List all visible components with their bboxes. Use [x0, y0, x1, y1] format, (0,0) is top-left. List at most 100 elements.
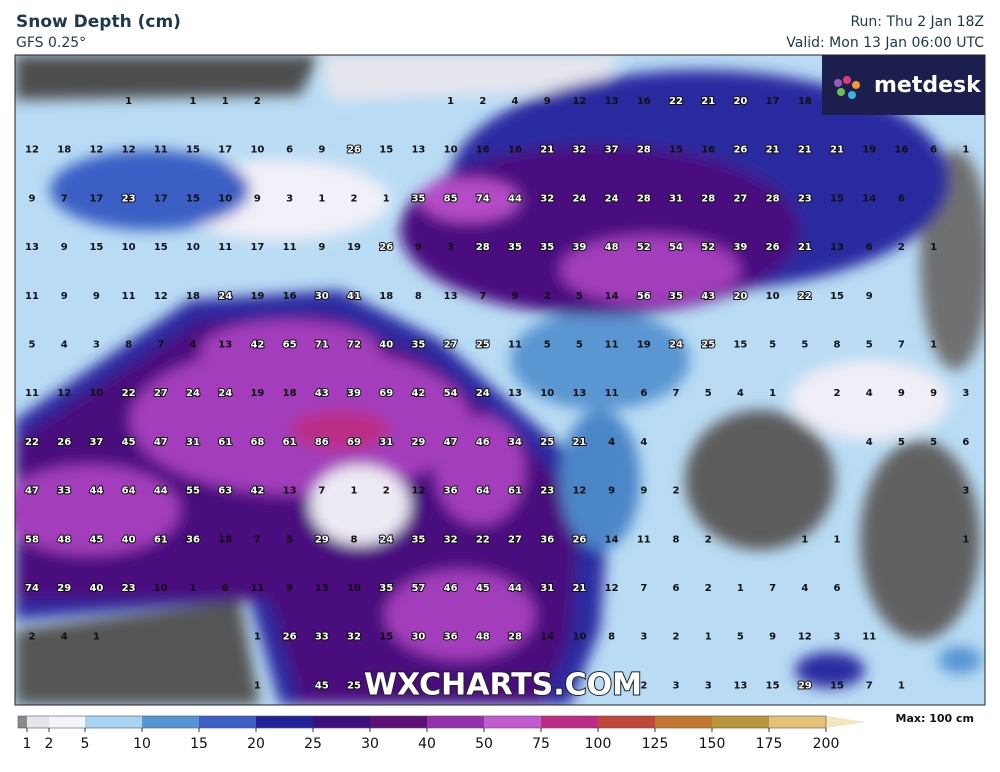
- grid-value: 55: [186, 486, 200, 497]
- grid-value: 13: [444, 291, 458, 302]
- grid-value: 2: [834, 388, 841, 399]
- grid-value: 4: [190, 340, 197, 351]
- grid-value: 9: [61, 291, 68, 302]
- grid-value: 12: [122, 145, 136, 156]
- grid-value: 7: [157, 340, 164, 351]
- grid-value: 2: [383, 486, 390, 497]
- legend-swatch: [655, 716, 712, 728]
- grid-value: 9: [93, 291, 100, 302]
- grid-value: 11: [154, 145, 168, 156]
- grid-value: 1: [962, 145, 969, 156]
- grid-value: 68: [250, 437, 264, 448]
- grid-value: 19: [250, 388, 264, 399]
- grid-value: 35: [411, 340, 425, 351]
- grid-value: 3: [447, 242, 454, 253]
- grid-value: 10: [766, 291, 780, 302]
- run-time: Run: Thu 2 Jan 18Z: [850, 14, 984, 30]
- grid-value: 61: [508, 486, 522, 497]
- grid-value: 1: [190, 583, 197, 594]
- grid-value: 11: [122, 291, 136, 302]
- grid-value: 26: [572, 534, 586, 545]
- legend-swatch: [712, 716, 769, 728]
- grid-value: 71: [315, 340, 329, 351]
- legend-tick-label: 5: [81, 736, 90, 752]
- grid-value: 35: [411, 193, 425, 204]
- grid-value: 48: [476, 632, 490, 643]
- grid-value: 36: [186, 534, 200, 545]
- grid-value: 1: [769, 388, 776, 399]
- grid-value: 7: [479, 291, 486, 302]
- grid-value: 18: [798, 96, 812, 107]
- grid-value: 46: [476, 437, 490, 448]
- grid-value: 7: [866, 680, 873, 691]
- grid-value: 9: [544, 96, 551, 107]
- legend-tick-label: 1: [23, 736, 32, 752]
- grid-value: 6: [866, 242, 873, 253]
- valid-time: Valid: Mon 13 Jan 06:00 UTC: [786, 35, 984, 51]
- grid-value: 5: [576, 291, 583, 302]
- grid-value: 10: [444, 145, 458, 156]
- grid-value: 42: [250, 340, 264, 351]
- grid-value: 26: [379, 242, 393, 253]
- grid-value: 54: [669, 242, 683, 253]
- grid-value: 4: [608, 437, 615, 448]
- legend-tick-label: 150: [699, 736, 726, 752]
- grid-value: 15: [830, 291, 844, 302]
- grid-value: 25: [701, 340, 715, 351]
- grid-value: 34: [508, 437, 522, 448]
- logo-box: [822, 55, 985, 115]
- grid-value: 39: [347, 388, 361, 399]
- grid-value: 43: [315, 388, 329, 399]
- grid-value: 5: [705, 388, 712, 399]
- grid-value: 31: [186, 437, 200, 448]
- grid-value: 40: [89, 583, 103, 594]
- legend-tick-label: 75: [532, 736, 550, 752]
- logo-petal: [843, 76, 851, 84]
- grid-value: 15: [733, 340, 747, 351]
- grid-value: 9: [29, 193, 36, 204]
- grid-value: 1: [930, 340, 937, 351]
- grid-value: 21: [572, 583, 586, 594]
- grid-value: 1: [962, 534, 969, 545]
- grid-value: 2: [351, 193, 358, 204]
- legend-tick-label: 15: [190, 736, 208, 752]
- grid-value: 52: [701, 242, 715, 253]
- grid-value: 35: [379, 583, 393, 594]
- grid-value: 16: [894, 145, 908, 156]
- grid-value: 58: [25, 534, 39, 545]
- grid-value: 48: [605, 242, 619, 253]
- grid-value: 61: [154, 534, 168, 545]
- grid-value: 32: [572, 145, 586, 156]
- grid-value: 26: [733, 145, 747, 156]
- grid-value: 14: [540, 632, 554, 643]
- grid-value: 30: [411, 632, 425, 643]
- grid-value: 21: [766, 145, 780, 156]
- legend-swatch: [313, 716, 370, 728]
- grid-value: 8: [351, 534, 358, 545]
- logo-petal: [848, 91, 856, 99]
- legend-tick-label: 30: [361, 736, 379, 752]
- grid-value: 45: [315, 680, 329, 691]
- grid-value: 5: [544, 340, 551, 351]
- grid-value: 15: [379, 632, 393, 643]
- grid-value: 2: [673, 486, 680, 497]
- grid-value: 6: [640, 388, 647, 399]
- grid-value: 11: [605, 340, 619, 351]
- grid-value: 24: [572, 193, 586, 204]
- grid-value: 5: [866, 340, 873, 351]
- grid-value: 5: [29, 340, 36, 351]
- grid-value: 46: [444, 583, 458, 594]
- grid-value: 21: [572, 437, 586, 448]
- grid-value: 4: [61, 340, 68, 351]
- grid-value: 44: [508, 583, 522, 594]
- grid-value: 2: [705, 534, 712, 545]
- grid-value: 13: [830, 242, 844, 253]
- grid-value: 27: [444, 340, 458, 351]
- grid-value: 23: [540, 486, 554, 497]
- grid-value: 12: [572, 486, 586, 497]
- grid-value: 4: [61, 632, 68, 643]
- watermark: WXCHARTS.COM: [364, 668, 642, 703]
- grid-value: 5: [898, 437, 905, 448]
- grid-value: 9: [318, 242, 325, 253]
- grid-value: 14: [605, 534, 619, 545]
